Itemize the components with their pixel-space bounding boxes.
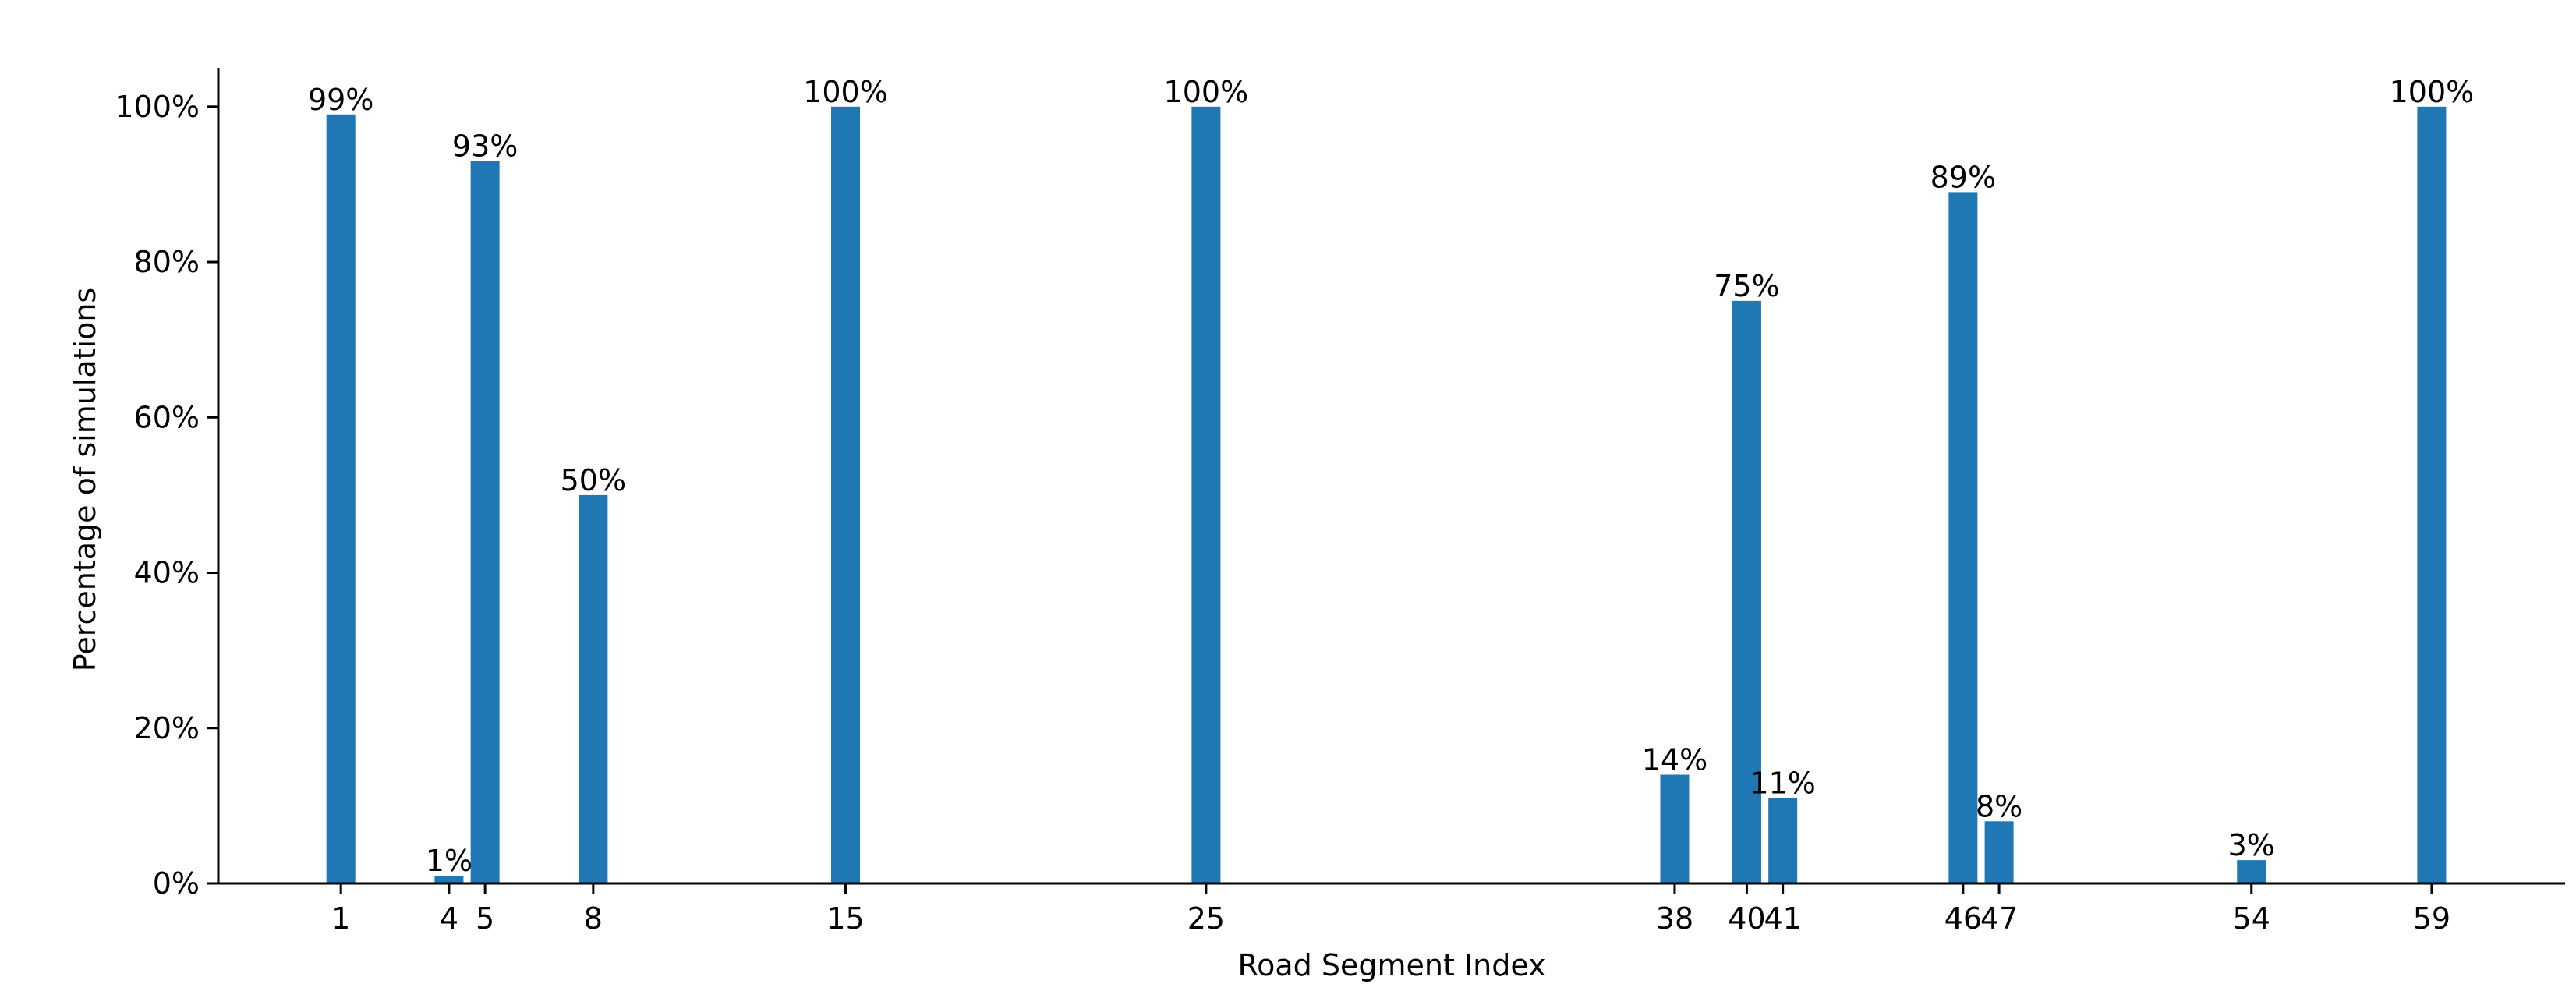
bar-segment-47	[1984, 821, 2014, 883]
data-label-41: 11%	[1750, 766, 1815, 800]
bar-segment-1	[326, 114, 356, 883]
bar-segment-46	[1948, 192, 1978, 883]
bar-segment-25	[1191, 106, 1221, 883]
data-label-54: 3%	[2228, 828, 2275, 862]
x-tick-label: 5	[476, 901, 494, 936]
y-tick-label: 100%	[115, 90, 200, 124]
data-label-38: 14%	[1642, 743, 1707, 777]
data-labels-layer: 99% 1% 93% 50% 100% 100% 14% 75% 11% 89% 8% 3% 100%	[308, 75, 2474, 878]
bar-segment-15	[831, 106, 861, 883]
data-label-5: 93%	[452, 129, 518, 164]
bar-segment-54	[2237, 860, 2266, 883]
x-tick-label: 46	[1944, 901, 1982, 936]
y-axis-ticks: 0% 20% 40% 60% 80% 100%	[115, 90, 218, 901]
bars-layer	[326, 106, 2447, 884]
x-axis-title: Road Segment Index	[1237, 948, 1545, 982]
bar-segment-38	[1660, 774, 1690, 883]
y-tick-label: 40%	[134, 556, 200, 590]
x-tick-label: 41	[1764, 901, 1801, 936]
bar-segment-41	[1768, 798, 1798, 883]
bar-segment-8	[579, 494, 608, 883]
data-label-59: 100%	[2390, 75, 2475, 109]
y-tick-label: 60%	[134, 400, 200, 434]
y-tick-label: 20%	[134, 711, 200, 745]
data-label-4: 1%	[426, 844, 472, 878]
bar-segment-40	[1732, 300, 1761, 883]
y-axis-title: Percentage of simulations	[68, 288, 102, 671]
data-label-46: 89%	[1930, 160, 1996, 194]
y-tick-label: 80%	[134, 245, 200, 279]
bar-segment-59	[2417, 106, 2447, 883]
x-tick-label: 47	[1980, 901, 2018, 936]
x-tick-label: 38	[1656, 901, 1693, 936]
x-tick-label: 15	[826, 901, 864, 936]
data-label-8: 50%	[561, 463, 626, 497]
x-tick-label: 25	[1187, 901, 1225, 936]
x-tick-label: 54	[2233, 901, 2270, 936]
bar-segment-5	[470, 161, 500, 884]
x-tick-label: 4	[440, 901, 458, 936]
data-label-47: 8%	[1976, 789, 2022, 823]
data-label-40: 75%	[1714, 269, 1779, 303]
y-tick-label: 0%	[153, 866, 200, 901]
bar-segment-4	[434, 876, 464, 883]
data-label-1: 99%	[308, 83, 373, 117]
x-tick-label: 1	[331, 901, 350, 936]
x-tick-label: 40	[1728, 901, 1765, 936]
data-label-25: 100%	[1164, 75, 1249, 109]
data-label-15: 100%	[803, 75, 888, 109]
x-tick-label: 59	[2413, 901, 2450, 936]
x-tick-label: 8	[584, 901, 603, 936]
